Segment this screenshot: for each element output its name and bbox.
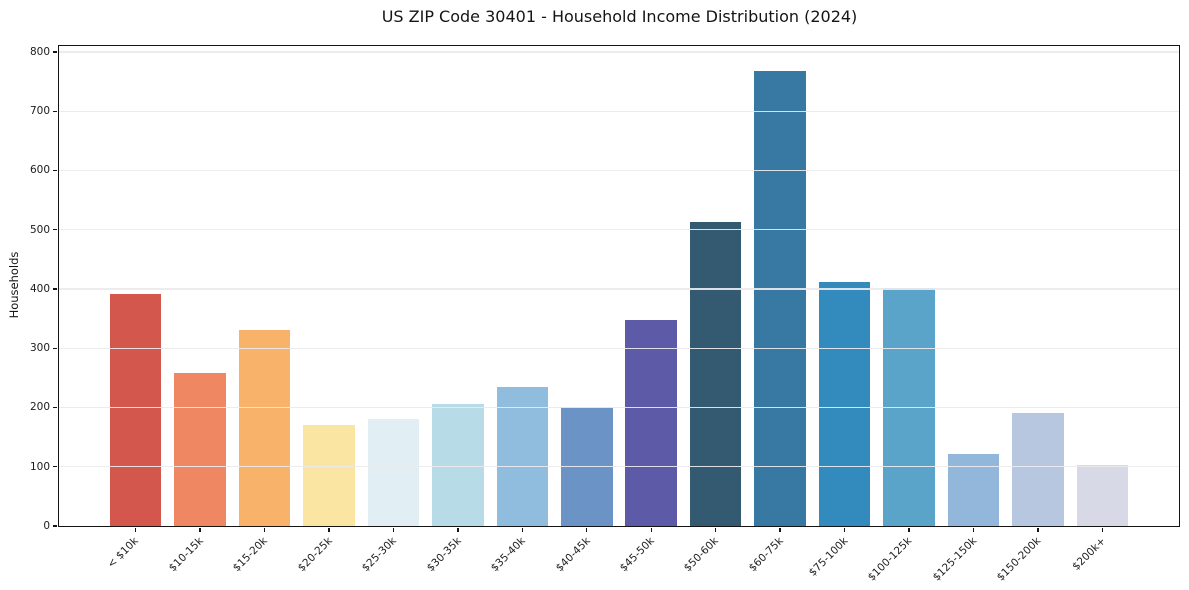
bar [174,372,226,526]
x-tick-mark [521,527,523,532]
bar [496,386,549,526]
x-tick-label: $30-35k [424,535,464,575]
x-tick-mark [392,527,395,532]
x-tick-mark [972,527,975,532]
x-tick-mark [908,527,910,532]
y-tick-label: 500 [29,223,50,236]
x-tick-mark [650,527,652,532]
x-tick-label: $10-15k [166,535,206,575]
y-tick-label: 700 [29,105,50,118]
x-tick-label: < $10k [105,535,142,571]
x-tick-mark [263,527,266,532]
y-tick-label: 800 [29,45,50,58]
x-tick-label: $200k+ [1069,535,1108,573]
x-tick-mark [715,527,717,532]
x-tick-mark [586,527,588,532]
x-tick-label: $125-150k [930,535,979,584]
y-tick-mark [53,229,58,231]
x-tick-mark [457,527,459,532]
x-tick-mark [843,527,846,532]
x-tick-label: $100-125k [865,535,915,584]
bar [238,330,291,526]
bar [109,293,162,526]
gridline [59,110,1179,112]
y-tick-mark [53,525,58,527]
y-tick-label: 300 [29,342,50,355]
x-tick-mark [1037,527,1039,532]
x-tick-label: $45-50k [617,535,657,575]
x-tick-mark [135,527,137,532]
x-tick-label: $20-25k [295,535,335,575]
gridline [59,169,1179,172]
x-tick-label: $40-45k [553,535,593,575]
chart-title: US ZIP Code 30401 - Household Income Dis… [381,7,858,26]
y-axis-label: Households [7,251,21,319]
y-tick-mark [53,406,58,409]
y-tick-mark [53,51,58,53]
bar [1012,413,1064,526]
gridline [59,288,1179,290]
y-tick-label: 200 [29,401,50,414]
x-tick-label: $25-30k [359,535,399,575]
x-tick-label: $35-40k [488,535,528,575]
y-tick-label: 400 [29,282,50,295]
y-tick-mark [53,110,58,112]
bar [1076,464,1129,526]
y-tick-label: 600 [29,164,50,177]
x-tick-mark [779,527,781,532]
bar [625,319,677,526]
x-tick-mark [328,527,330,532]
x-tick-mark [1101,527,1103,532]
gridline [59,466,1179,468]
bar [883,287,935,526]
bar [818,281,871,526]
bar [689,222,742,526]
x-tick-label: $75-100k [806,535,851,579]
y-tick-label: 100 [29,460,50,473]
gridline [59,229,1179,231]
bar [303,425,355,526]
bar [754,70,806,526]
gridline [59,347,1179,349]
y-tick-mark [53,347,58,349]
x-tick-label: $50-60k [682,535,722,575]
x-tick-mark [199,527,201,532]
x-tick-label: $150-200k [994,535,1044,584]
bar [947,453,1000,526]
y-tick-mark [53,466,58,468]
gridline [59,51,1179,53]
x-tick-label: $15-20k [230,535,271,575]
y-tick-mark [53,169,58,172]
y-tick-label: 0 [43,520,50,532]
gridline [59,406,1179,409]
bar [367,419,420,526]
bar [432,403,484,526]
y-tick-mark [53,288,58,290]
x-tick-label: $60-75k [746,535,786,575]
plot-area: 0 100 200 300 400 500 600 700 800 < $10k $10-15k $1… [30,45,1180,584]
